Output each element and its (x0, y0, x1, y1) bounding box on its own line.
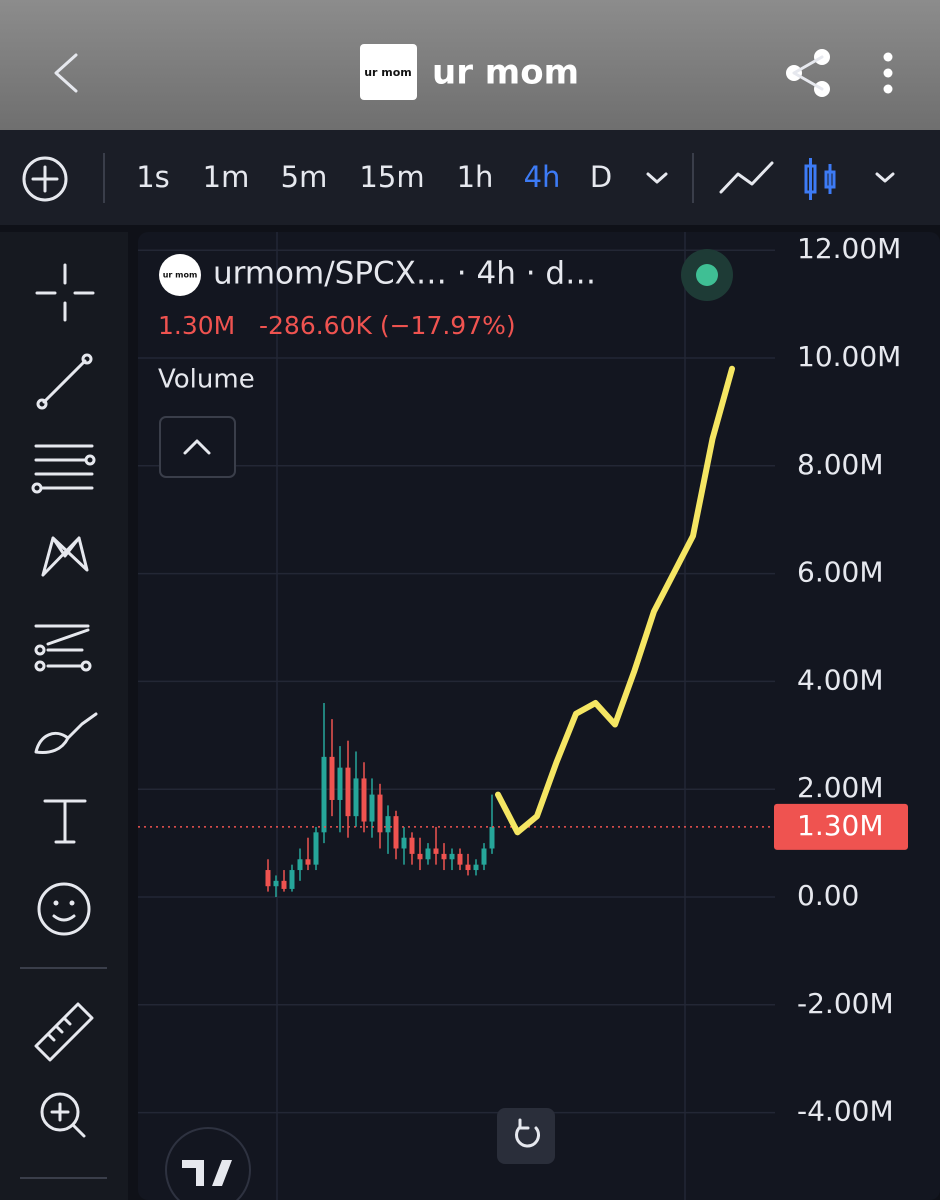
candle-body (289, 870, 295, 889)
candle-body (337, 767, 343, 800)
collapse-button[interactable] (159, 416, 236, 478)
back-button[interactable] (54, 53, 78, 93)
drawing-toolbar (0, 232, 128, 1200)
candle-body (361, 778, 367, 822)
y-tick-label: 2.00M (797, 771, 884, 804)
candle-body (329, 756, 335, 800)
header-bar (0, 0, 940, 130)
y-tick-label: 0.00 (797, 879, 859, 912)
add-button[interactable] (22, 156, 68, 202)
text-tool[interactable] (43, 799, 87, 844)
collapse-icon (183, 439, 211, 455)
pattern-tool[interactable] (41, 536, 89, 577)
line-chart-button[interactable] (719, 161, 774, 194)
y-tick-label: 6.00M (797, 556, 884, 589)
toolbar (0, 130, 940, 225)
candle-body (305, 859, 311, 865)
candle-body (377, 794, 383, 833)
candle-body (417, 853, 423, 860)
symbol-title: urmom/SPCX… · 4h · d… (213, 256, 596, 292)
indicator-label: Volume (158, 365, 255, 395)
candle-body (425, 848, 431, 860)
menu-button[interactable] (883, 52, 893, 94)
prediction-tool[interactable] (34, 624, 92, 672)
reset-icon (515, 1118, 541, 1148)
share-button[interactable] (786, 49, 830, 97)
candle-body (481, 848, 487, 865)
change: -286.60K (−17.97%) (259, 311, 516, 340)
y-tick-label: -2.00M (797, 987, 894, 1020)
candle-body (265, 870, 271, 887)
y-tick-label: 12.00M (797, 232, 901, 265)
timeframe-button[interactable]: 15m (359, 160, 424, 194)
last-price-label: 1.30M (797, 809, 884, 842)
last-price-box (774, 803, 908, 850)
last-value: 1.30M (158, 311, 235, 340)
logo-text: ur mom (364, 66, 412, 79)
brush-tool[interactable] (34, 712, 98, 754)
timeframe-button[interactable]: 5m (281, 160, 328, 194)
crosshair-tool[interactable] (35, 263, 95, 322)
freehand-drawing (495, 365, 735, 836)
candle-body (385, 816, 391, 833)
candle-body (393, 816, 399, 849)
y-tick-label: 8.00M (797, 448, 884, 481)
zoom-tool[interactable] (40, 1092, 86, 1138)
timeframe-dropdown[interactable] (646, 172, 668, 184)
tv-logo (182, 1160, 232, 1186)
y-tick-label: -4.00M (797, 1095, 894, 1128)
candle-body (433, 848, 439, 854)
candle-body (281, 880, 287, 889)
candle-chart-button[interactable] (804, 158, 836, 200)
timeframe-button[interactable]: D (590, 160, 612, 194)
header-title: ur mom (432, 53, 579, 93)
candle-body (369, 794, 375, 822)
ruler-tool[interactable] (34, 1002, 94, 1062)
fib-tool[interactable] (31, 444, 96, 494)
y-tick-label: 4.00M (797, 663, 884, 696)
candle-body (409, 837, 415, 854)
candle-body (465, 864, 471, 871)
timeframe-button[interactable]: 1s (136, 160, 170, 194)
chart-type-dropdown[interactable] (875, 172, 895, 183)
candle-body (473, 864, 479, 871)
status-dot (696, 264, 718, 286)
timeframe-button[interactable]: 1m (203, 160, 250, 194)
logo (360, 44, 417, 100)
candle-body (441, 853, 447, 860)
trendline-tool[interactable] (36, 353, 93, 410)
symbol-logo (159, 254, 201, 296)
candle-body (345, 767, 351, 817)
candle-body (321, 756, 327, 833)
candle-body (297, 859, 303, 871)
emoji-tool[interactable] (37, 882, 91, 936)
candle-body (489, 826, 495, 849)
candle-body (353, 778, 359, 817)
candle-body (273, 880, 279, 887)
candle-body (457, 853, 463, 865)
candle-body (401, 837, 407, 849)
y-tick-label: 10.00M (797, 340, 901, 373)
timeframe-button[interactable]: 1h (457, 160, 494, 194)
reset-button[interactable] (497, 1108, 555, 1164)
timeframe-button[interactable]: 4h (524, 160, 561, 194)
chart-panel (138, 232, 940, 1200)
candle-body (313, 832, 319, 865)
symbol-logo-text: ur mom (163, 271, 198, 280)
tv-logo-button[interactable] (165, 1127, 251, 1200)
candle-body (449, 853, 455, 860)
